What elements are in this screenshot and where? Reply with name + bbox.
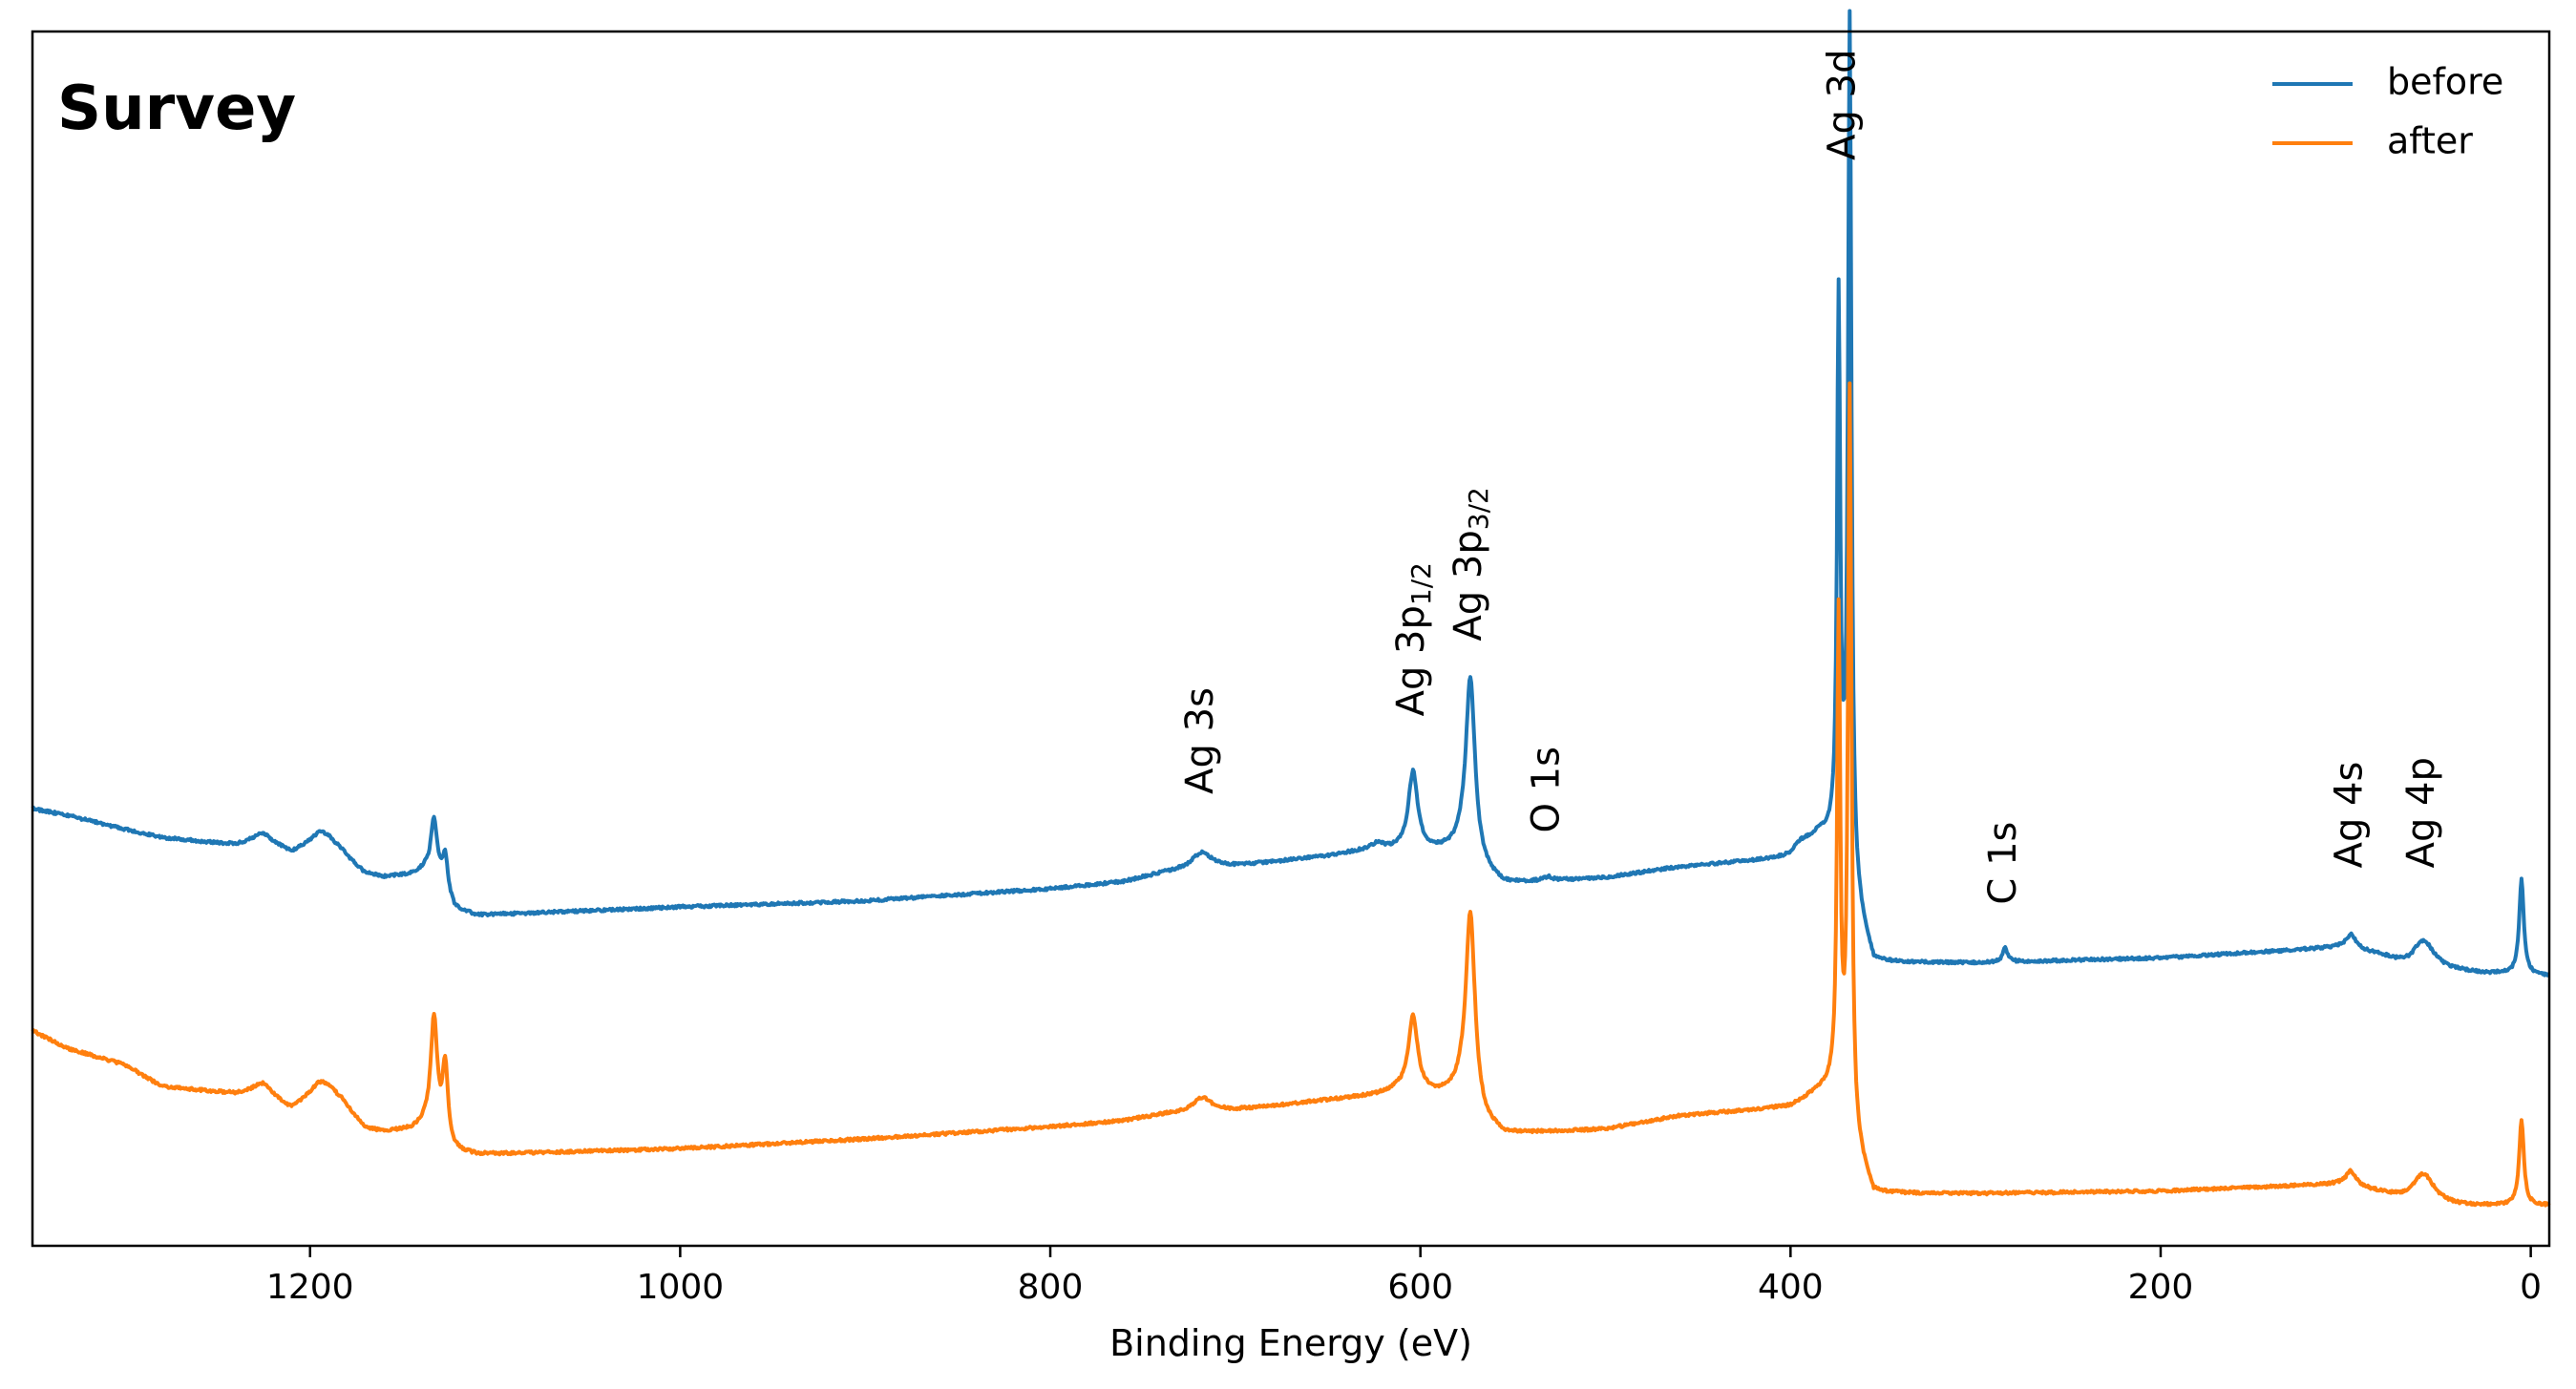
x-tick-label: 1000 (637, 1268, 725, 1307)
x-tick-label: 800 (1018, 1268, 1084, 1307)
peak-label-o-1s: O 1s (1524, 747, 1568, 833)
series-line-after (31, 381, 2551, 1208)
x-axis: 1200 1000 800 600 400 200 0 (266, 1246, 2542, 1307)
peak-label-ag-4s: Ag 4s (2328, 762, 2372, 869)
peak-label-text: Ag 4p (2399, 757, 2443, 868)
peak-label-ag-3p32: Ag 3p3/2 (1446, 487, 1494, 641)
x-tick-label: 400 (1758, 1268, 1824, 1307)
peak-label-subscript: 3/2 (1463, 487, 1494, 530)
peak-label-text: Ag 3s (1178, 687, 1222, 794)
series-line-before (31, 9, 2550, 978)
x-tick-label: 0 (2520, 1268, 2542, 1307)
peak-label-c-1s: C 1s (1981, 822, 2025, 905)
panel-title: Survey (57, 74, 296, 144)
peak-label-text: Ag 4s (2328, 762, 2372, 869)
peak-label-ag-3s: Ag 3s (1178, 687, 1222, 794)
peak-label-ag-4p: Ag 4p (2399, 757, 2443, 868)
peak-label-subscript: 1/2 (1405, 562, 1437, 605)
x-tick-label: 600 (1387, 1268, 1453, 1307)
peak-label-text: C 1s (1981, 822, 2025, 905)
series-layer (31, 9, 2551, 1208)
legend-label-after: after (2387, 120, 2473, 162)
legend-label-before: before (2387, 61, 2503, 103)
legend: before after (2272, 61, 2503, 162)
peak-label-text: Ag 3d (1821, 50, 1865, 160)
peak-label-text: O 1s (1524, 747, 1568, 833)
peak-label-ag-3p12: Ag 3p1/2 (1389, 562, 1437, 716)
peak-label-text: Ag 3p (1446, 530, 1490, 641)
x-tick-label: 200 (2128, 1268, 2194, 1307)
peak-label-ag-3d: Ag 3d (1821, 50, 1865, 160)
peak-label-text: Ag 3p (1389, 605, 1433, 716)
plot-frame (31, 30, 2551, 1248)
x-axis-title: Binding Energy (eV) (1109, 1322, 1472, 1364)
x-tick-label: 1200 (266, 1268, 354, 1307)
